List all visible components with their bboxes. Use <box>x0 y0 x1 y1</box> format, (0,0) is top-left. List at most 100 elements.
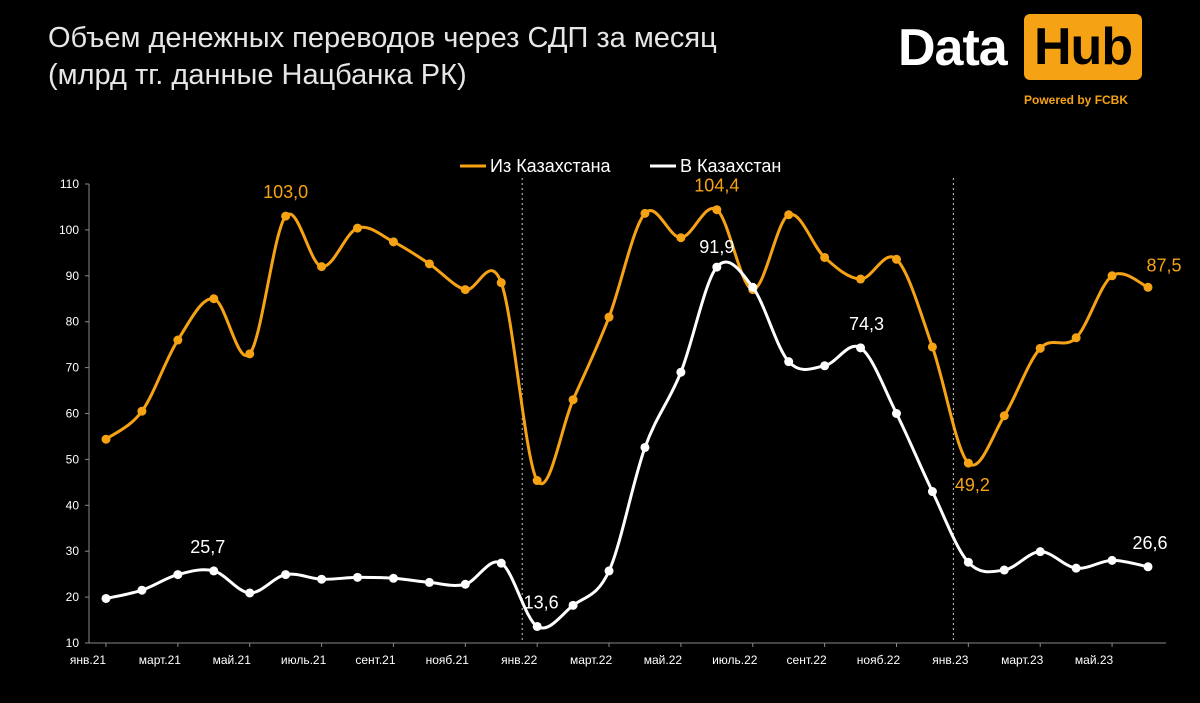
point-from-kazakhstan <box>856 274 866 284</box>
point-from-kazakhstan <box>424 259 434 269</box>
point-to-kazakhstan <box>1035 547 1045 557</box>
x-tick-label: май.21 <box>213 653 252 667</box>
data-label: 74,3 <box>849 314 884 334</box>
y-tick-label: 100 <box>59 223 79 237</box>
point-from-kazakhstan <box>604 312 614 322</box>
point-to-kazakhstan <box>640 442 650 452</box>
point-from-kazakhstan <box>173 335 183 345</box>
point-from-kazakhstan <box>281 211 291 221</box>
datahub-logo: Data Hub <box>898 14 1148 84</box>
point-from-kazakhstan <box>388 237 398 247</box>
point-from-kazakhstan <box>568 395 578 405</box>
point-to-kazakhstan <box>676 367 686 377</box>
chart-title-line1: Объем денежных переводов через СДП за ме… <box>48 22 717 54</box>
point-to-kazakhstan <box>532 621 542 631</box>
point-to-kazakhstan <box>245 588 255 598</box>
point-from-kazakhstan <box>712 205 722 215</box>
point-from-kazakhstan <box>784 210 794 220</box>
y-tick-label: 50 <box>66 452 80 466</box>
data-label: 91,9 <box>699 237 734 257</box>
y-tick-label: 70 <box>66 361 80 375</box>
point-to-kazakhstan <box>388 573 398 583</box>
x-tick-label: июль.21 <box>281 653 327 667</box>
point-to-kazakhstan <box>353 572 363 582</box>
point-from-kazakhstan <box>101 434 111 444</box>
point-from-kazakhstan <box>820 252 830 262</box>
point-from-kazakhstan <box>640 208 650 218</box>
point-from-kazakhstan <box>245 349 255 359</box>
point-to-kazakhstan <box>820 361 830 371</box>
x-tick-label: сент.22 <box>787 653 827 667</box>
point-from-kazakhstan <box>1071 333 1081 343</box>
logo-hub-badge: Hub <box>1024 14 1143 80</box>
point-to-kazakhstan <box>604 566 614 576</box>
y-tick-label: 110 <box>60 177 79 191</box>
legend-label: В Казахстан <box>680 156 781 176</box>
point-to-kazakhstan <box>999 565 1009 575</box>
x-tick-label: янв.22 <box>501 653 538 667</box>
x-tick-label: март.23 <box>1001 653 1044 667</box>
point-to-kazakhstan <box>927 487 937 497</box>
x-tick-label: март.21 <box>139 653 182 667</box>
point-to-kazakhstan <box>1071 563 1081 573</box>
y-tick-label: 10 <box>66 636 80 650</box>
logo-data-text: Data <box>898 19 1008 77</box>
point-to-kazakhstan <box>137 585 147 595</box>
point-from-kazakhstan <box>532 476 542 486</box>
chart-title-line2: (млрд тг. данные Нацбанка РК) <box>48 59 467 91</box>
point-to-kazakhstan <box>317 574 327 584</box>
point-to-kazakhstan <box>424 577 434 587</box>
point-from-kazakhstan <box>1107 271 1117 281</box>
data-label: 26,6 <box>1132 533 1167 553</box>
x-tick-label: нояб.22 <box>857 653 901 667</box>
data-label: 25,7 <box>190 537 225 557</box>
point-from-kazakhstan <box>209 294 219 304</box>
point-from-kazakhstan <box>963 458 973 468</box>
point-to-kazakhstan <box>496 558 506 568</box>
x-tick-label: нояб.21 <box>426 653 470 667</box>
point-from-kazakhstan <box>353 223 363 233</box>
x-tick-label: май.23 <box>1075 653 1114 667</box>
point-to-kazakhstan <box>963 557 973 567</box>
series-line-from-kazakhstan <box>105 206 1149 486</box>
y-tick-label: 20 <box>66 590 80 604</box>
point-to-kazakhstan <box>1107 555 1117 565</box>
point-from-kazakhstan <box>460 285 470 295</box>
point-from-kazakhstan <box>1143 282 1153 292</box>
point-to-kazakhstan <box>1143 562 1153 572</box>
data-label: 49,2 <box>955 475 990 495</box>
data-label: 104,4 <box>694 176 739 196</box>
point-to-kazakhstan <box>209 566 219 576</box>
point-from-kazakhstan <box>1035 343 1045 353</box>
y-tick-label: 40 <box>66 498 80 512</box>
point-to-kazakhstan <box>281 570 291 580</box>
logo-powered-by: Powered by FCBK <box>1024 93 1129 107</box>
point-from-kazakhstan <box>137 406 147 416</box>
data-label: 13,6 <box>524 592 559 612</box>
point-to-kazakhstan <box>784 357 794 367</box>
point-from-kazakhstan <box>927 342 937 352</box>
y-tick-label: 60 <box>66 407 80 421</box>
x-tick-label: июль.22 <box>712 653 758 667</box>
data-label: 87,5 <box>1146 255 1181 275</box>
point-to-kazakhstan <box>568 600 578 610</box>
point-from-kazakhstan <box>999 411 1009 421</box>
point-from-kazakhstan <box>496 278 506 288</box>
point-to-kazakhstan <box>460 579 470 589</box>
x-tick-label: май.22 <box>644 653 683 667</box>
point-to-kazakhstan <box>748 282 758 292</box>
point-from-kazakhstan <box>891 254 901 264</box>
y-tick-label: 90 <box>66 269 80 283</box>
y-tick-label: 30 <box>66 544 80 558</box>
point-to-kazakhstan <box>856 343 866 353</box>
chart-title: Объем денежных переводов через СДП за ме… <box>48 20 717 94</box>
point-from-kazakhstan <box>676 233 686 243</box>
legend-label: Из Казахстана <box>490 156 612 176</box>
point-to-kazakhstan <box>712 262 722 272</box>
x-tick-label: март.22 <box>570 653 613 667</box>
point-to-kazakhstan <box>173 570 183 580</box>
x-tick-label: янв.23 <box>932 653 969 667</box>
point-to-kazakhstan <box>891 409 901 418</box>
point-from-kazakhstan <box>317 262 327 272</box>
